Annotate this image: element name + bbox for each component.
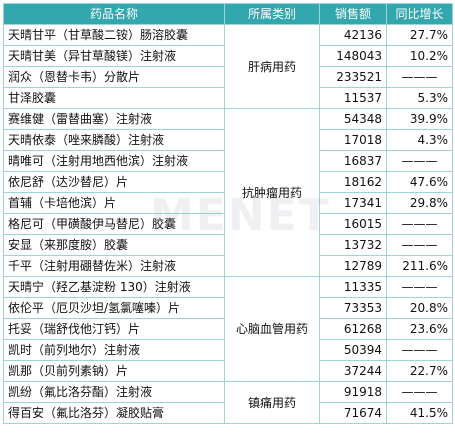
- sales-cell: 17341: [319, 192, 387, 214]
- growth-cell: 47.6%: [386, 171, 453, 193]
- growth-cell: ———: [386, 150, 453, 172]
- sales-cell: 73353: [319, 297, 387, 319]
- table-row: 润众（恩替卡韦）分散片 233521 ———: [3, 66, 453, 88]
- sales-cell: 61268: [319, 318, 387, 340]
- drug-name-cell: 晴唯可（注射用地西他滨）注射液: [3, 150, 225, 172]
- table-row: 天晴依泰（唑来膦酸）注射液 17018 4.3%: [3, 129, 453, 151]
- sales-cell: 91918: [319, 381, 387, 403]
- growth-cell: 39.9%: [386, 108, 453, 130]
- sales-cell: 11537: [319, 87, 387, 109]
- sales-cell: 16015: [319, 213, 387, 235]
- header-category: 所属类别: [224, 3, 320, 25]
- drug-name-cell: 千平（注射用硼替佐米）注射液: [3, 255, 225, 277]
- header-row: 药品名称 所属类别 销售额 同比增长: [3, 3, 453, 25]
- drug-name-cell: 安显（来那度胺）胶囊: [3, 234, 225, 256]
- drug-name-cell: 托妥（瑞舒伐他汀钙）片: [3, 318, 225, 340]
- growth-cell: 20.8%: [386, 297, 453, 319]
- growth-cell: 5.3%: [386, 87, 453, 109]
- growth-cell: 29.8%: [386, 192, 453, 214]
- growth-cell: ———: [386, 234, 453, 256]
- category-cell: 心脑血管用药: [224, 276, 320, 382]
- table-row: 赛维健（雷替曲塞）注射液 抗肿瘤用药 54348 39.9%: [3, 108, 453, 277]
- growth-cell: 27.7%: [386, 24, 453, 46]
- growth-cell: 211.6%: [386, 255, 453, 277]
- table-row: 安显（来那度胺）胶囊 13732 ———: [3, 234, 453, 256]
- table-row: 凯时（前列地尔）注射液 50394 ———: [3, 339, 453, 361]
- sales-cell: 13732: [319, 234, 387, 256]
- sales-cell: 17018: [319, 129, 387, 151]
- drug-name-cell: 凯那（贝前列素钠）片: [3, 360, 225, 382]
- table-row: 托妥（瑞舒伐他汀钙）片 61268 23.6%: [3, 318, 453, 340]
- drug-name-cell: 凯时（前列地尔）注射液: [3, 339, 225, 361]
- table-row: 天晴甘平（甘草酸二铵）肠溶胶囊 肝病用药 42136 27.7%: [3, 24, 453, 109]
- sales-cell: 16837: [319, 150, 387, 172]
- sales-cell: 54348: [319, 108, 387, 130]
- table-row: 得百安（氟比洛芬）凝胶贴膏 71674 41.5%: [3, 402, 453, 424]
- sales-cell: 11335: [319, 276, 387, 298]
- drug-name-cell: 天晴甘美（异甘草酸镁）注射液: [3, 45, 225, 67]
- growth-cell: ———: [386, 276, 453, 298]
- sales-cell: 18162: [319, 171, 387, 193]
- table-row: 天晴甘美（异甘草酸镁）注射液 148043 10.2%: [3, 45, 453, 67]
- table-row: 格尼可（甲磺酸伊马替尼）胶囊 16015 ———: [3, 213, 453, 235]
- drug-name-cell: 得百安（氟比洛芬）凝胶贴膏: [3, 402, 225, 424]
- header-drug-name: 药品名称: [3, 3, 225, 25]
- table-row: 首辅（卡培他滨）片 17341 29.8%: [3, 192, 453, 214]
- sales-cell: 148043: [319, 45, 387, 67]
- drug-name-cell: 甘泽胶囊: [3, 87, 225, 109]
- drug-name-cell: 天晴依泰（唑来膦酸）注射液: [3, 129, 225, 151]
- drug-name-cell: 赛维健（雷替曲塞）注射液: [3, 108, 225, 130]
- sales-cell: 71674: [319, 402, 387, 424]
- drug-name-cell: 依伦平（厄贝沙坦/氢氯噻嗪）片: [3, 297, 225, 319]
- drug-sales-table: 药品名称 所属类别 销售额 同比增长 天晴甘平（甘草酸二铵）肠溶胶囊 肝病用药 42…: [3, 3, 453, 424]
- growth-cell: ———: [386, 339, 453, 361]
- table-row: 凯纷（氟比洛芬酯）注射液 镇痛用药 91918 ———: [3, 381, 453, 424]
- growth-cell: ———: [386, 381, 453, 403]
- table-body: 天晴甘平（甘草酸二铵）肠溶胶囊 肝病用药 42136 27.7% 天晴甘美（异甘草酸镁）…: [3, 24, 453, 424]
- table-row: 晴唯可（注射用地西他滨）注射液 16837 ———: [3, 150, 453, 172]
- growth-cell: 10.2%: [386, 45, 453, 67]
- sales-cell: 12789: [319, 255, 387, 277]
- growth-cell: 4.3%: [386, 129, 453, 151]
- table-row: 依尼舒（达沙替尼）片 18162 47.6%: [3, 171, 453, 193]
- growth-cell: ———: [386, 66, 453, 88]
- table-row: 天晴宁（羟乙基淀粉 130）注射液 心脑血管用药 11335 ———: [3, 276, 453, 382]
- header-growth: 同比增长: [386, 3, 453, 25]
- growth-cell: 22.7%: [386, 360, 453, 382]
- category-cell: 肝病用药: [224, 24, 320, 109]
- header-sales: 销售额: [319, 3, 387, 25]
- sales-cell: 37244: [319, 360, 387, 382]
- growth-cell: 41.5%: [386, 402, 453, 424]
- drug-name-cell: 依尼舒（达沙替尼）片: [3, 171, 225, 193]
- drug-name-cell: 格尼可（甲磺酸伊马替尼）胶囊: [3, 213, 225, 235]
- drug-name-cell: 天晴宁（羟乙基淀粉 130）注射液: [3, 276, 225, 298]
- drug-name-cell: 凯纷（氟比洛芬酯）注射液: [3, 381, 225, 403]
- growth-cell: ———: [386, 213, 453, 235]
- growth-cell: 23.6%: [386, 318, 453, 340]
- sales-cell: 42136: [319, 24, 387, 46]
- drug-name-cell: 天晴甘平（甘草酸二铵）肠溶胶囊: [3, 24, 225, 46]
- sales-cell: 233521: [319, 66, 387, 88]
- drug-name-cell: 润众（恩替卡韦）分散片: [3, 66, 225, 88]
- drug-name-cell: 首辅（卡培他滨）片: [3, 192, 225, 214]
- sales-cell: 50394: [319, 339, 387, 361]
- category-cell: 抗肿瘤用药: [224, 108, 320, 277]
- category-cell: 镇痛用药: [224, 381, 320, 424]
